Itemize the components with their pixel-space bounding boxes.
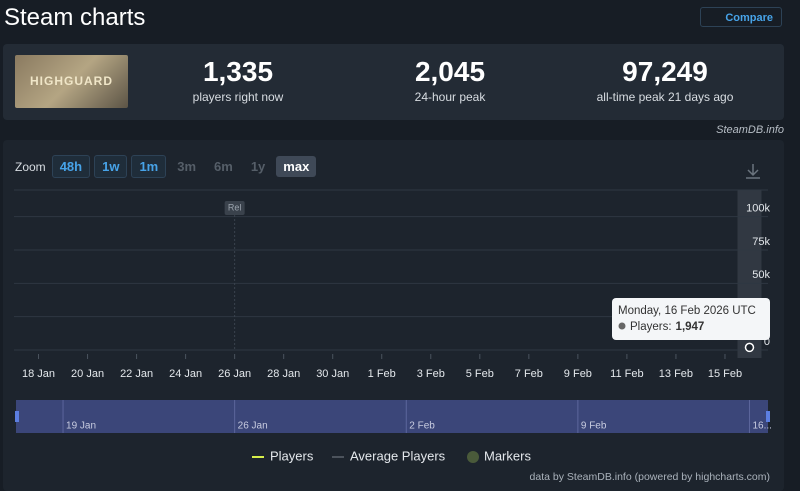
zoom-button: 1y [250, 159, 266, 174]
zoom-button: 3m [177, 159, 197, 174]
x-tick-label: 5 Feb [466, 368, 494, 380]
stat-value: 97,249 [622, 56, 708, 87]
navigator-label: 16... [752, 421, 771, 432]
tooltip: Monday, 16 Feb 2026 UTC Players: 1,947 [612, 298, 770, 340]
navigator-label: 26 Jan [238, 421, 268, 432]
x-tick-label: 7 Feb [515, 368, 543, 380]
stat-label: all-time peak 21 days ago [596, 90, 734, 104]
page-title: Steam charts [4, 4, 146, 31]
tooltip-title: Monday, 16 Feb 2026 UTC [618, 305, 756, 317]
x-tick-label: 22 Jan [120, 368, 153, 380]
x-tick-label: 20 Jan [71, 368, 104, 380]
x-tick-label: 9 Feb [564, 368, 592, 380]
x-tick-label: 18 Jan [22, 368, 55, 380]
navigator [16, 400, 768, 433]
stat: 2,045 24-hour peak [360, 56, 540, 104]
navigator-label: 2 Feb [409, 421, 435, 432]
x-tick-label: 1 Feb [368, 368, 396, 380]
legend-label: Markers [484, 448, 531, 463]
navigator-label: 9 Feb [581, 421, 607, 432]
x-tick-label: 30 Jan [316, 368, 349, 380]
stat-value: 1,335 [202, 56, 274, 87]
download-icon[interactable] [746, 164, 760, 179]
tooltip-label: Players: [630, 321, 672, 333]
x-tick-label: 13 Feb [659, 368, 693, 380]
tooltip-value: 1,947 [676, 321, 705, 333]
legend-label[interactable]: Players [270, 448, 314, 463]
x-tick-label: 15 Feb [708, 368, 742, 380]
zoom-button: 6m [214, 159, 233, 174]
x-tick-label: 11 Feb [610, 368, 643, 380]
y-tick-label: 50k [752, 269, 770, 281]
zoom-button[interactable]: max [276, 156, 317, 177]
tooltip-dot [618, 322, 626, 330]
tooltip-box [612, 298, 770, 340]
credit: SteamDB.info [716, 124, 784, 136]
x-tick-label: 28 Jan [267, 368, 300, 380]
x-tick-label: 24 Jan [169, 368, 202, 380]
zoom-button[interactable]: 1m [131, 155, 167, 178]
stat: 97,249 all-time peak 21 days ago [575, 56, 755, 104]
x-tick-label: 26 Jan [218, 368, 251, 380]
zoom-button[interactable]: 48h [51, 155, 91, 178]
legend-label: Average Players [350, 448, 446, 463]
game-logo[interactable]: HIGHGUARD [15, 55, 128, 108]
zoom-button[interactable]: 1w [94, 155, 128, 178]
y-tick-label: 100k [746, 203, 770, 215]
stat-label: players right now [192, 90, 284, 104]
navigator-handle [766, 411, 770, 422]
navigator-handle [15, 411, 19, 422]
stat-value: 2,045 [414, 56, 486, 87]
marker-box [224, 201, 245, 215]
stat-label: 24-hour peak [414, 90, 486, 104]
footer: data by SteamDB.info (powered by highcha… [530, 471, 770, 483]
zoom-label: Zoom [15, 159, 46, 174]
compare-button[interactable]: Compare [700, 7, 782, 27]
hover-point [744, 342, 755, 353]
navigator-label: 19 Jan [66, 421, 96, 432]
y-tick-label: 75k [752, 236, 770, 248]
legend-swatch [467, 451, 479, 463]
y-tick-label: 0 [764, 336, 770, 348]
x-tick-label: 3 Feb [417, 368, 445, 380]
marker-label: Rel [228, 202, 242, 212]
tooltip-text: Players: 1,947 [630, 321, 704, 333]
stat: 1,335 players right now [148, 56, 328, 104]
zoom-bar: Zoom 48h 1w 1m 3m 6m 1y max [15, 155, 317, 178]
stats-panel: HIGHGUARD 1,335 players right now 2,045 24… [3, 44, 784, 120]
